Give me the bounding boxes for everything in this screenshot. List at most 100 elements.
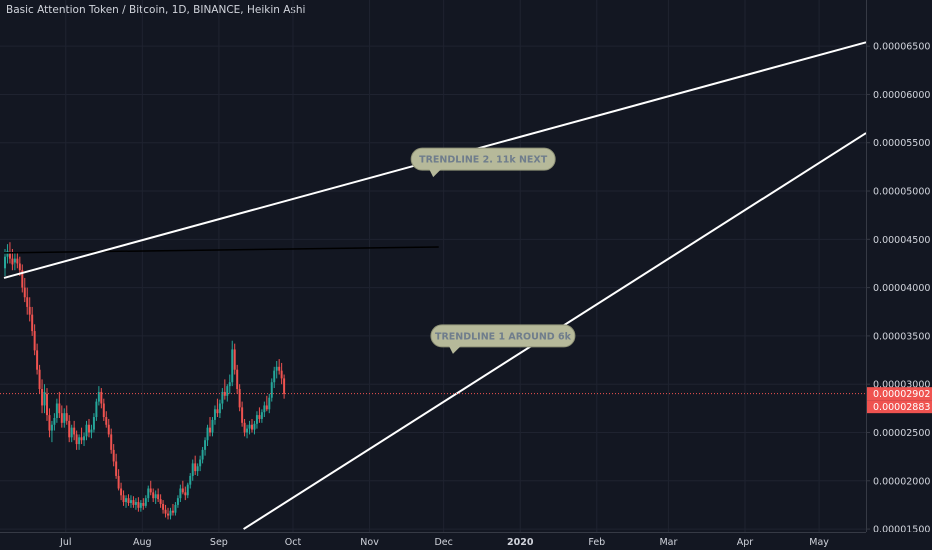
candle-body: [90, 429, 93, 433]
candle-body: [107, 424, 110, 435]
candle-body: [265, 405, 268, 410]
candle-body: [11, 258, 14, 265]
candle-body: [194, 463, 197, 472]
price-tick-label: 0.00004000: [873, 283, 930, 294]
candle-body: [134, 502, 137, 505]
candle-body: [154, 494, 157, 499]
candle-body: [60, 413, 63, 423]
candle-body: [8, 252, 11, 259]
candle-body: [68, 420, 71, 438]
candle-body: [196, 466, 199, 472]
candle-body: [75, 434, 78, 445]
candle-body: [41, 389, 44, 406]
candle-body: [152, 492, 155, 499]
time-tick-label: Jul: [59, 537, 71, 548]
candle-body: [31, 314, 34, 332]
candle-body: [278, 366, 281, 371]
time-tick-label: May: [809, 537, 829, 548]
candle-body: [199, 459, 202, 467]
candle-body: [169, 510, 172, 516]
candle-body: [258, 415, 261, 419]
candle-body: [273, 370, 276, 383]
candle-body: [246, 428, 249, 433]
candle-body: [174, 504, 177, 513]
candle-body: [176, 498, 179, 505]
candle-body: [73, 427, 76, 435]
candle-body: [110, 434, 113, 450]
candle-body: [184, 492, 187, 496]
candle-body: [80, 437, 83, 441]
candle-body: [233, 349, 236, 370]
candle-body: [95, 401, 98, 418]
candle-body: [65, 413, 68, 421]
candle-body: [87, 424, 90, 433]
candle-body: [179, 488, 182, 499]
candle-body: [283, 378, 286, 394]
time-tick-label: Oct: [285, 537, 302, 548]
candle-body: [206, 427, 209, 441]
candle-body: [181, 488, 184, 493]
candle-body: [4, 256, 6, 269]
time-tick-label: 2020: [507, 537, 534, 548]
candle-body: [216, 409, 219, 414]
candle-body: [63, 413, 66, 423]
candle-body: [58, 403, 61, 414]
candle-body: [226, 386, 229, 396]
callout-tail: [448, 345, 461, 354]
price-axis-background: [866, 0, 932, 550]
candle-body: [132, 500, 135, 505]
candle-body: [36, 350, 39, 370]
candle-body: [13, 258, 16, 263]
candle-body: [23, 287, 26, 298]
candle-body: [171, 510, 174, 513]
candle-body: [253, 423, 256, 430]
candle-body: [218, 403, 221, 414]
price-axis[interactable]: 0.00001500 0.00002000 0.00002500 0.00003000…: [866, 0, 932, 550]
candle-body: [48, 415, 51, 431]
candle-body: [164, 509, 167, 514]
time-tick-label: Sep: [210, 537, 228, 548]
time-axis-background: [0, 532, 932, 550]
candle-body: [280, 370, 283, 379]
candle-body: [16, 258, 19, 264]
chart-title: Basic Attention Token / Bitcoin, 1D, BIN…: [6, 4, 306, 16]
price-tick-label: 0.00003500: [873, 331, 930, 342]
price-badge-label: 0.00002883: [873, 402, 930, 413]
candle-body: [21, 270, 24, 288]
price-tick-label: 0.00006500: [873, 42, 930, 53]
grid: [0, 0, 866, 532]
callout: TRENDLINE 2. 11k NEXT: [410, 147, 556, 178]
candle-body: [55, 403, 58, 418]
candle-body: [260, 412, 263, 419]
price-tick-label: 0.00001500: [873, 525, 930, 536]
candle-body: [263, 405, 266, 413]
price-tick-label: 0.00006000: [873, 90, 930, 101]
price-tick-label: 0.00005000: [873, 187, 930, 198]
trendline-horizontal-resistance[interactable]: [3, 246, 439, 254]
price-badge-background: [867, 400, 932, 414]
candle-body: [33, 331, 36, 351]
time-tick-label: Nov: [360, 537, 379, 548]
candle-body: [6, 250, 9, 257]
callout-label: TRENDLINE 2. 11k NEXT: [419, 155, 548, 166]
candle-body: [92, 417, 95, 430]
candle-body: [223, 391, 226, 396]
candle-body: [162, 503, 165, 510]
candle-body: [129, 500, 132, 503]
candle-body: [70, 427, 73, 438]
price-tick-label: 0.00002500: [873, 428, 930, 439]
candle-body: [270, 382, 273, 398]
candle-body: [186, 484, 189, 496]
candle-body: [78, 437, 81, 445]
candle-body: [157, 494, 160, 500]
time-axis[interactable]: Jul Aug Sep Oct Nov Dec 2020 Feb Mar Apr May: [0, 532, 932, 550]
candle-body: [28, 306, 31, 315]
candle-body: [125, 498, 128, 503]
price-tick-label: 0.00004500: [873, 235, 930, 246]
candle-body: [139, 502, 142, 508]
candle-body: [231, 349, 234, 383]
callouts-layer: TRENDLINE 2. 11k NEXT TRENDLINE 1 AROUND …: [410, 147, 576, 354]
candle-body: [201, 449, 204, 460]
